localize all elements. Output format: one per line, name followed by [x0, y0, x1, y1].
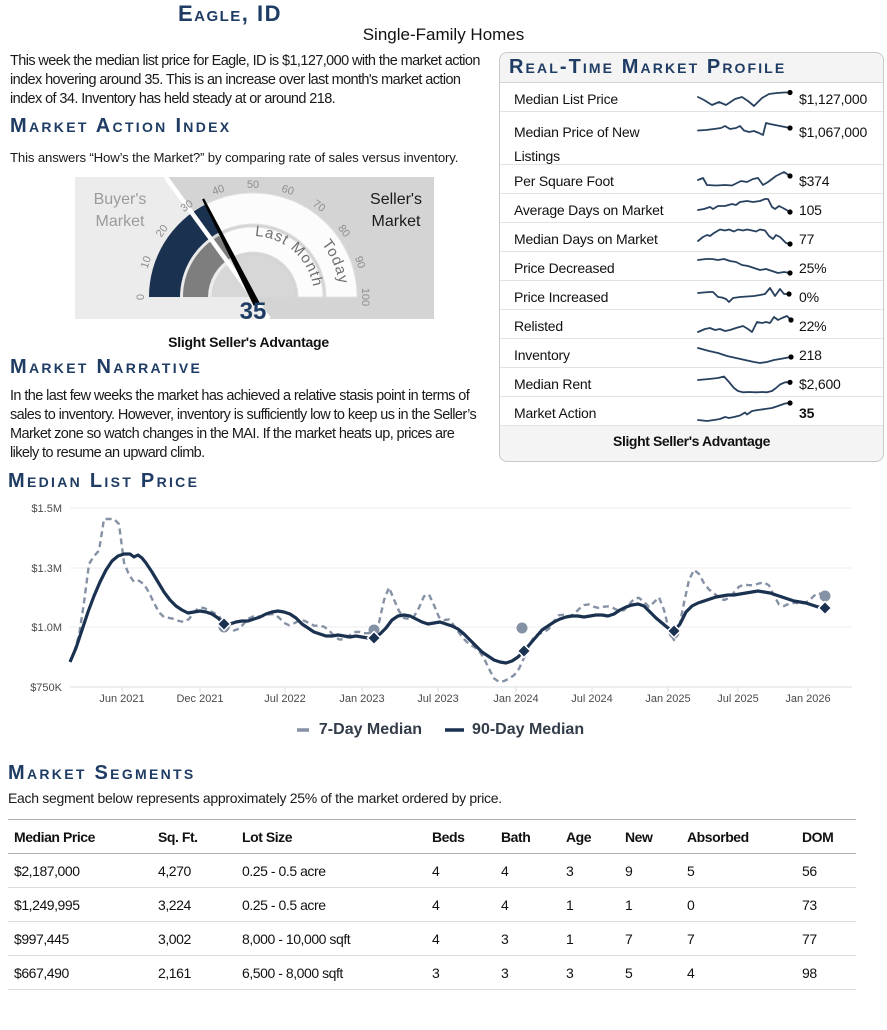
svg-text:50: 50 [247, 179, 259, 191]
svg-text:Jan 2026: Jan 2026 [785, 693, 830, 705]
svg-text:70: 70 [310, 198, 327, 215]
svg-text:Market: Market [96, 213, 145, 230]
svg-text:$750K: $750K [30, 682, 62, 694]
svg-text:60: 60 [280, 183, 295, 198]
svg-text:Jul 2024: Jul 2024 [571, 693, 613, 705]
svg-text:100: 100 [359, 288, 371, 306]
svg-text:0: 0 [135, 294, 147, 300]
svg-text:Jul 2025: Jul 2025 [717, 693, 759, 705]
svg-text:Jun 2021: Jun 2021 [99, 693, 144, 705]
svg-text:$1.0M: $1.0M [31, 622, 62, 634]
svg-text:Jul 2023: Jul 2023 [417, 693, 459, 705]
svg-text:20: 20 [154, 223, 171, 240]
svg-text:30: 30 [179, 198, 196, 215]
svg-text:10: 10 [139, 255, 154, 270]
svg-text:Seller's: Seller's [370, 191, 422, 208]
svg-text:Market: Market [372, 213, 421, 230]
svg-text:Jan 2023: Jan 2023 [339, 693, 384, 705]
svg-text:90: 90 [352, 255, 367, 270]
svg-text:40: 40 [211, 183, 226, 198]
svg-text:35: 35 [240, 298, 267, 319]
svg-text:Buyer's: Buyer's [94, 191, 147, 208]
svg-text:$1.5M: $1.5M [31, 503, 62, 515]
svg-text:Jul 2022: Jul 2022 [264, 693, 306, 705]
svg-text:Dec 2021: Dec 2021 [176, 693, 223, 705]
svg-text:80: 80 [335, 223, 352, 240]
svg-text:Jan 2025: Jan 2025 [645, 693, 690, 705]
svg-text:Jan 2024: Jan 2024 [493, 693, 538, 705]
svg-text:$1.3M: $1.3M [31, 563, 62, 575]
